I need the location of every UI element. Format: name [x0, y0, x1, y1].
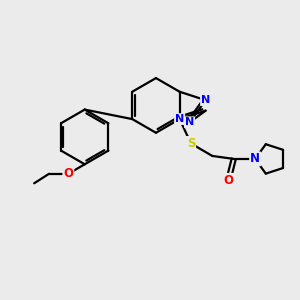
- Text: N: N: [175, 114, 184, 124]
- Text: N: N: [250, 152, 260, 165]
- Text: O: O: [63, 167, 74, 180]
- Text: S: S: [187, 137, 195, 150]
- Text: O: O: [224, 174, 233, 187]
- Text: N: N: [201, 95, 210, 105]
- Text: N: N: [185, 117, 194, 127]
